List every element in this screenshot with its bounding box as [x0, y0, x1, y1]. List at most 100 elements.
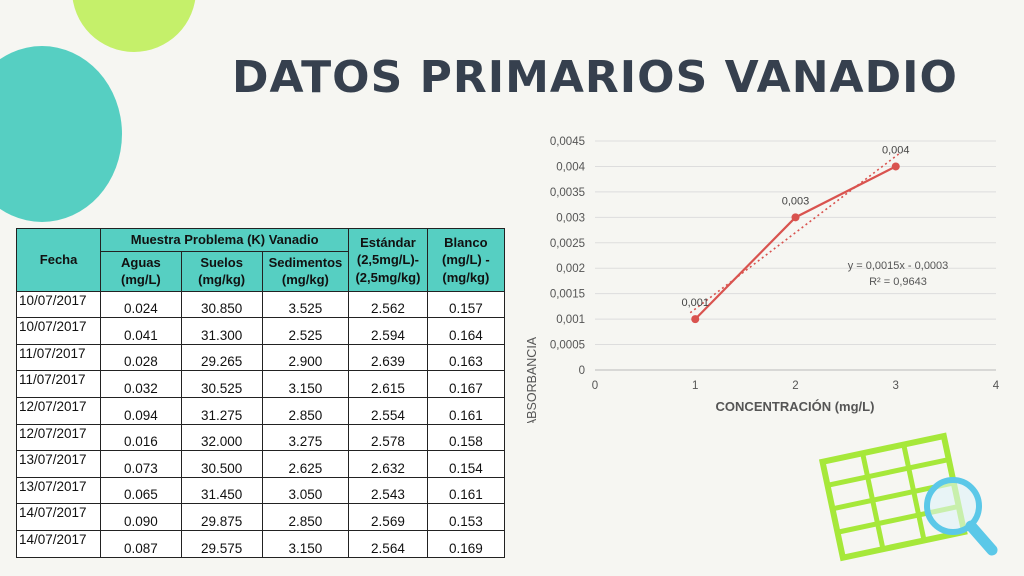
cell-value: 0.016: [100, 423, 182, 452]
table-row: 11/07/2017 0.028 29.265 2.900 2.639 0.163: [15, 343, 506, 372]
cell-value: 3.525: [261, 290, 350, 319]
header-suelos: Suelos (mg/kg): [180, 250, 263, 292]
cell-value: 31.450: [180, 476, 263, 505]
y-tick-label: 0,0035: [550, 187, 585, 199]
table-row: 12/07/2017 0.016 32.000 3.275 2.578 0.158: [15, 423, 506, 452]
cell-fecha: 10/07/2017: [15, 290, 102, 319]
cell-value: 3.050: [261, 476, 350, 505]
y-tick-label: 0,003: [556, 212, 585, 224]
page-title: DATOS PRIMARIOS VANADIO: [232, 52, 958, 103]
cell-value: 2.578: [348, 423, 428, 452]
cell-value: 29.575: [180, 529, 263, 558]
cell-value: 3.150: [261, 529, 350, 558]
cell-value: 0.041: [100, 317, 182, 345]
cell-value: 30.525: [180, 370, 263, 399]
header-blanco: Blanco (mg/L) -(mg/kg): [426, 228, 506, 292]
cell-fecha: 12/07/2017: [15, 423, 102, 452]
cell-value: 2.615: [348, 370, 428, 399]
data-label: 0,003: [782, 195, 810, 207]
table-row: 14/07/2017 0.087 29.575 3.150 2.564 0.169: [15, 529, 506, 558]
y-tick-label: 0,004: [556, 161, 585, 173]
cell-value: 0.167: [426, 370, 506, 399]
cell-value: 2.639: [348, 343, 428, 372]
cell-value: 2.625: [261, 450, 350, 478]
table-body: 10/07/2017 0.024 30.850 3.525 2.562 0.157 10/0…: [15, 290, 506, 558]
table-row: 13/07/2017 0.073 30.500 2.625 2.632 0.154: [15, 450, 506, 478]
x-tick-label: 4: [993, 380, 1000, 392]
chart-series: 0,001 0,003 0,004: [681, 144, 910, 324]
x-axis-label: CONCENTRACIÓN (mg/L): [716, 399, 875, 414]
cell-value: 29.875: [180, 503, 263, 531]
y-tick-label: 0: [579, 365, 585, 377]
cell-value: 0.153: [426, 503, 506, 531]
cell-value: 3.150: [261, 370, 350, 399]
y-tick-label: 0,0025: [550, 238, 585, 250]
cell-value: 0.073: [100, 450, 182, 478]
cell-value: 2.850: [261, 503, 350, 531]
cell-fecha: 13/07/2017: [15, 450, 102, 478]
cell-value: 2.900: [261, 343, 350, 372]
cell-value: 3.275: [261, 423, 350, 452]
cell-fecha: 12/07/2017: [15, 397, 102, 425]
cell-value: 0.090: [100, 503, 182, 531]
data-point: [791, 213, 800, 222]
data-point: [891, 162, 900, 171]
cell-value: 0.157: [426, 290, 506, 319]
cell-value: 2.594: [348, 317, 428, 345]
cell-value: 0.164: [426, 317, 506, 345]
cell-value: 2.543: [348, 476, 428, 505]
x-tick-label: 2: [792, 380, 798, 392]
data-label: 0,004: [882, 144, 910, 156]
cell-value: 2.554: [348, 397, 428, 425]
cell-fecha: 14/07/2017: [15, 529, 102, 558]
cell-value: 2.569: [348, 503, 428, 531]
cell-value: 0.163: [426, 343, 506, 372]
table-row: 13/07/2017 0.065 31.450 3.050 2.543 0.161: [15, 476, 506, 505]
header-fecha: Fecha: [15, 228, 102, 292]
trendline-equation: y = 0,0015x - 0,0003: [848, 260, 949, 272]
data-point: [691, 315, 700, 324]
table-row: 12/07/2017 0.094 31.275 2.850 2.554 0.161: [15, 397, 506, 425]
decorative-circle-green: [72, 0, 196, 52]
header-aguas: Aguas (mg/L): [100, 250, 182, 292]
x-tick-label: 1: [692, 380, 698, 392]
cell-value: 31.275: [180, 397, 263, 425]
cell-value: 2.564: [348, 529, 428, 558]
cell-value: 29.265: [180, 343, 263, 372]
table-header-row: Fecha Muestra Problema (K) Vanadio Están…: [15, 228, 506, 292]
table-row: 10/07/2017 0.041 31.300 2.525 2.594 0.164: [15, 317, 506, 345]
trendline-r2: R² = 0,9643: [869, 276, 927, 288]
trendline: [689, 151, 902, 314]
spreadsheet-magnifier-icon: [818, 432, 998, 562]
cell-value: 0.161: [426, 476, 506, 505]
cell-fecha: 11/07/2017: [15, 343, 102, 372]
cell-value: 2.562: [348, 290, 428, 319]
cell-value: 32.000: [180, 423, 263, 452]
cell-fecha: 11/07/2017: [15, 370, 102, 399]
cell-fecha: 14/07/2017: [15, 503, 102, 531]
cell-value: 0.158: [426, 423, 506, 452]
table-row: 14/07/2017 0.090 29.875 2.850 2.569 0.153: [15, 503, 506, 531]
cell-value: 0.087: [100, 529, 182, 558]
cell-value: 0.028: [100, 343, 182, 372]
table-row: 11/07/2017 0.032 30.525 3.150 2.615 0.167: [15, 370, 506, 399]
y-tick-label: 0,0045: [550, 136, 585, 148]
cell-value: 30.500: [180, 450, 263, 478]
y-tick-label: 0,001: [556, 314, 585, 326]
chart-trendline: [689, 151, 902, 314]
cell-fecha: 13/07/2017: [15, 476, 102, 505]
cell-value: 0.169: [426, 529, 506, 558]
cell-value: 0.094: [100, 397, 182, 425]
cell-value: 0.161: [426, 397, 506, 425]
cell-value: 30.850: [180, 290, 263, 319]
cell-value: 2.525: [261, 317, 350, 345]
y-tick-label: 0,0015: [550, 289, 585, 301]
cell-value: 2.850: [261, 397, 350, 425]
data-table: Fecha Muestra Problema (K) Vanadio Están…: [15, 228, 506, 558]
cell-value: 0.154: [426, 450, 506, 478]
header-estandar: Estándar (2,5mg/L)-(2,5mg/kg): [348, 228, 428, 292]
cell-value: 2.632: [348, 450, 428, 478]
chart-ticks: 0 0,0005 0,001 0,0015 0,002 0,0025 0,003 0,0035…: [550, 136, 1000, 392]
y-tick-label: 0,002: [556, 263, 585, 275]
x-tick-label: 0: [592, 380, 598, 392]
